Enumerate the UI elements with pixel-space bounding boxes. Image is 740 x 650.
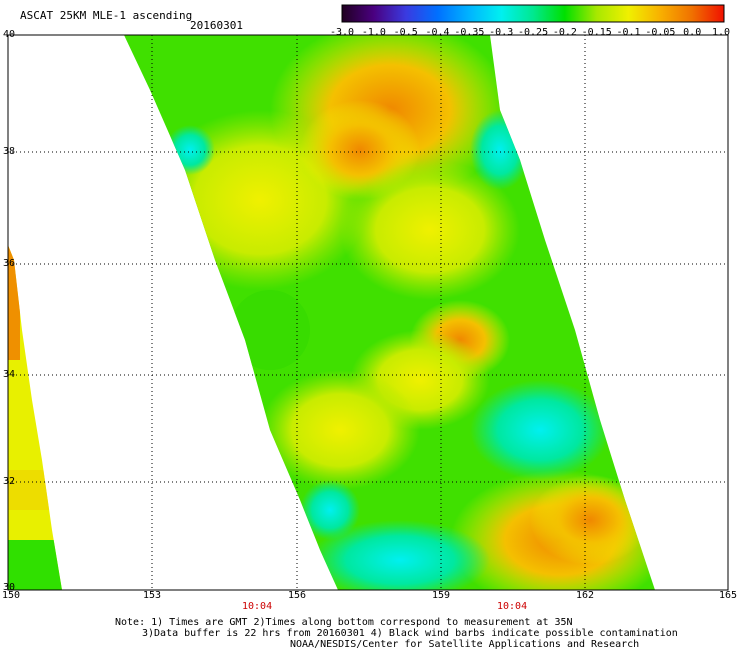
lon-label-153: 153	[143, 590, 162, 601]
colorbar-tick-label: -1.0	[361, 27, 386, 38]
colorbar-tick-label: -0.2	[552, 27, 577, 38]
map-date: 20160301	[190, 19, 243, 32]
colorbar-tick-label: -0.4	[425, 27, 450, 38]
colorbar-border	[341, 4, 725, 23]
note-line-2: 3)Data buffer is 22 hrs from 20160301 4)…	[142, 628, 678, 639]
colorbar-tick-label: 0.0	[683, 27, 702, 38]
map-title: ASCAT 25KM MLE-1 ascending	[20, 9, 193, 22]
colorbar-tick-label: -0.35	[454, 27, 485, 38]
lat-label-38: 38	[3, 146, 16, 157]
lon-label-150: 150	[2, 590, 21, 601]
lon-label-165: 165	[719, 590, 738, 601]
lon-label-159: 159	[432, 590, 451, 601]
lat-label-36: 36	[3, 258, 16, 269]
left-swath	[8, 245, 62, 590]
lat-label-30: 30	[3, 582, 16, 593]
note-line-3: NOAA/NESDIS/Center for Satellite Applica…	[290, 639, 640, 650]
colorbar-tick-label: -3.0	[330, 27, 355, 38]
colorbar	[341, 4, 725, 23]
map-frame	[7, 34, 729, 591]
colorbar-tick-label: -0.3	[489, 27, 514, 38]
time-label-right: 10:04	[497, 601, 528, 612]
colorbar-tick-label: 1.0	[712, 27, 731, 38]
colorbar-tick-label: -0.25	[518, 27, 549, 38]
lat-label-34: 34	[3, 369, 16, 380]
note-line-1: Note: 1) Times are GMT 2)Times along bot…	[115, 617, 573, 628]
ascat-swath	[124, 35, 655, 590]
colorbar-tick-label: -0.1	[616, 27, 641, 38]
lon-label-156: 156	[288, 590, 307, 601]
colorbar-tick-label: -0.5	[393, 27, 418, 38]
grid-lines	[8, 35, 728, 590]
time-label-left: 10:04	[242, 601, 273, 612]
lat-label-32: 32	[3, 476, 16, 487]
lon-label-162: 162	[576, 590, 595, 601]
colorbar-tick-label: -0.05	[645, 27, 676, 38]
colorbar-tick-label: -0.15	[581, 27, 612, 38]
colorbar-gradient	[342, 5, 724, 22]
lat-label-40: 40	[3, 29, 16, 40]
